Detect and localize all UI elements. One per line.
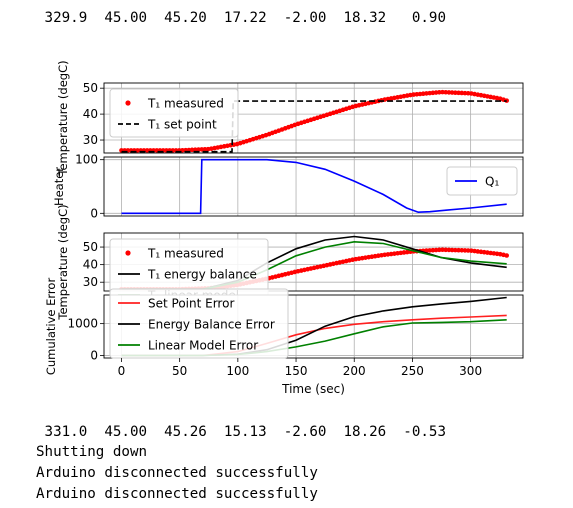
legend: Q₁	[446, 166, 518, 196]
data-point	[443, 247, 449, 253]
x-tick-label: 0	[118, 364, 126, 378]
x-tick-label: 50	[172, 364, 187, 378]
axes-frame	[103, 294, 524, 359]
data-point	[504, 253, 510, 258]
console-output-bottom: 331.0 45.00 45.26 15.13 -2.60 18.26 -0.5…	[36, 424, 446, 440]
data-point	[459, 248, 465, 253]
legend: T₁ measured T₁ set point	[109, 88, 239, 138]
legend-label: T₁ set point	[147, 118, 217, 132]
legend: Set Point Error Energy Balance Error Linea…	[109, 288, 289, 359]
axes-frame	[103, 156, 524, 217]
x-tick-label: 100	[226, 364, 249, 378]
legend-label: Set Point Error	[148, 297, 234, 311]
series-line	[121, 100, 507, 153]
data-point	[456, 247, 461, 253]
subplot-2: 0 100 Heater Q₁	[52, 153, 524, 220]
legend-marker	[125, 100, 131, 106]
status-line-disconnected-2: Arduino disconnected successfully	[36, 486, 318, 502]
legend-label: T₁ energy balance	[147, 268, 257, 282]
legend-label: T₁ measured	[147, 247, 224, 261]
y-tick-label: 50	[83, 81, 98, 95]
legend-box	[109, 288, 289, 359]
y-tick-label: 40	[83, 258, 98, 272]
subplot-1: 30 40 50 Temperature (degC) T₁ measured T₁ se…	[56, 60, 524, 177]
series-markers	[119, 89, 510, 153]
y-tick-label: 30	[83, 133, 98, 147]
legend-label: Energy Balance Error	[148, 318, 275, 332]
series-line	[121, 158, 507, 215]
data-point	[462, 248, 468, 253]
status-line-disconnected-1: Arduino disconnected successfully	[36, 465, 318, 481]
x-tick-label: 200	[343, 364, 366, 378]
plot-figure: 30 40 50 Temperature (degC) T₁ measured T₁ se…	[44, 60, 524, 396]
legend-label: Linear Model Error	[148, 339, 258, 353]
y-tick-label: 0	[90, 348, 98, 362]
x-tick-label: 300	[459, 364, 482, 378]
y-axis-label: Heater	[52, 167, 66, 206]
data-point	[449, 247, 455, 253]
data-point	[144, 148, 150, 153]
data-point	[453, 247, 458, 253]
legend-marker	[125, 250, 131, 256]
data-point	[440, 247, 445, 253]
status-line-shutting-down: Shutting down	[36, 444, 148, 460]
y-tick-label: 100	[75, 153, 98, 167]
x-axis-label: Time (sec)	[281, 382, 345, 396]
y-tick-label: 50	[83, 240, 98, 254]
y-tick-label: 30	[83, 275, 98, 289]
y-tick-label: 40	[83, 107, 98, 121]
legend-label: Q₁	[485, 175, 499, 189]
data-point	[446, 247, 452, 253]
y-axis-label: Cumulative Error	[44, 278, 58, 376]
y-axis-label: Temperature (degC)	[56, 204, 70, 320]
x-tick-label: 150	[285, 364, 308, 378]
axes-frame	[103, 82, 524, 154]
legend-box	[446, 166, 518, 196]
legend-box	[109, 88, 239, 138]
data-point	[436, 247, 442, 253]
axes-frame	[103, 232, 524, 292]
x-tick-label: 250	[401, 364, 424, 378]
y-tick-label: 1000	[67, 317, 98, 331]
y-tick-label: 0	[90, 206, 98, 220]
console-output-top: 329.9 45.00 45.20 17.22 -2.00 18.32 0.90	[36, 10, 446, 26]
legend-label: T₁ measured	[147, 97, 224, 111]
y-axis-label: Temperature (degC)	[56, 60, 70, 176]
